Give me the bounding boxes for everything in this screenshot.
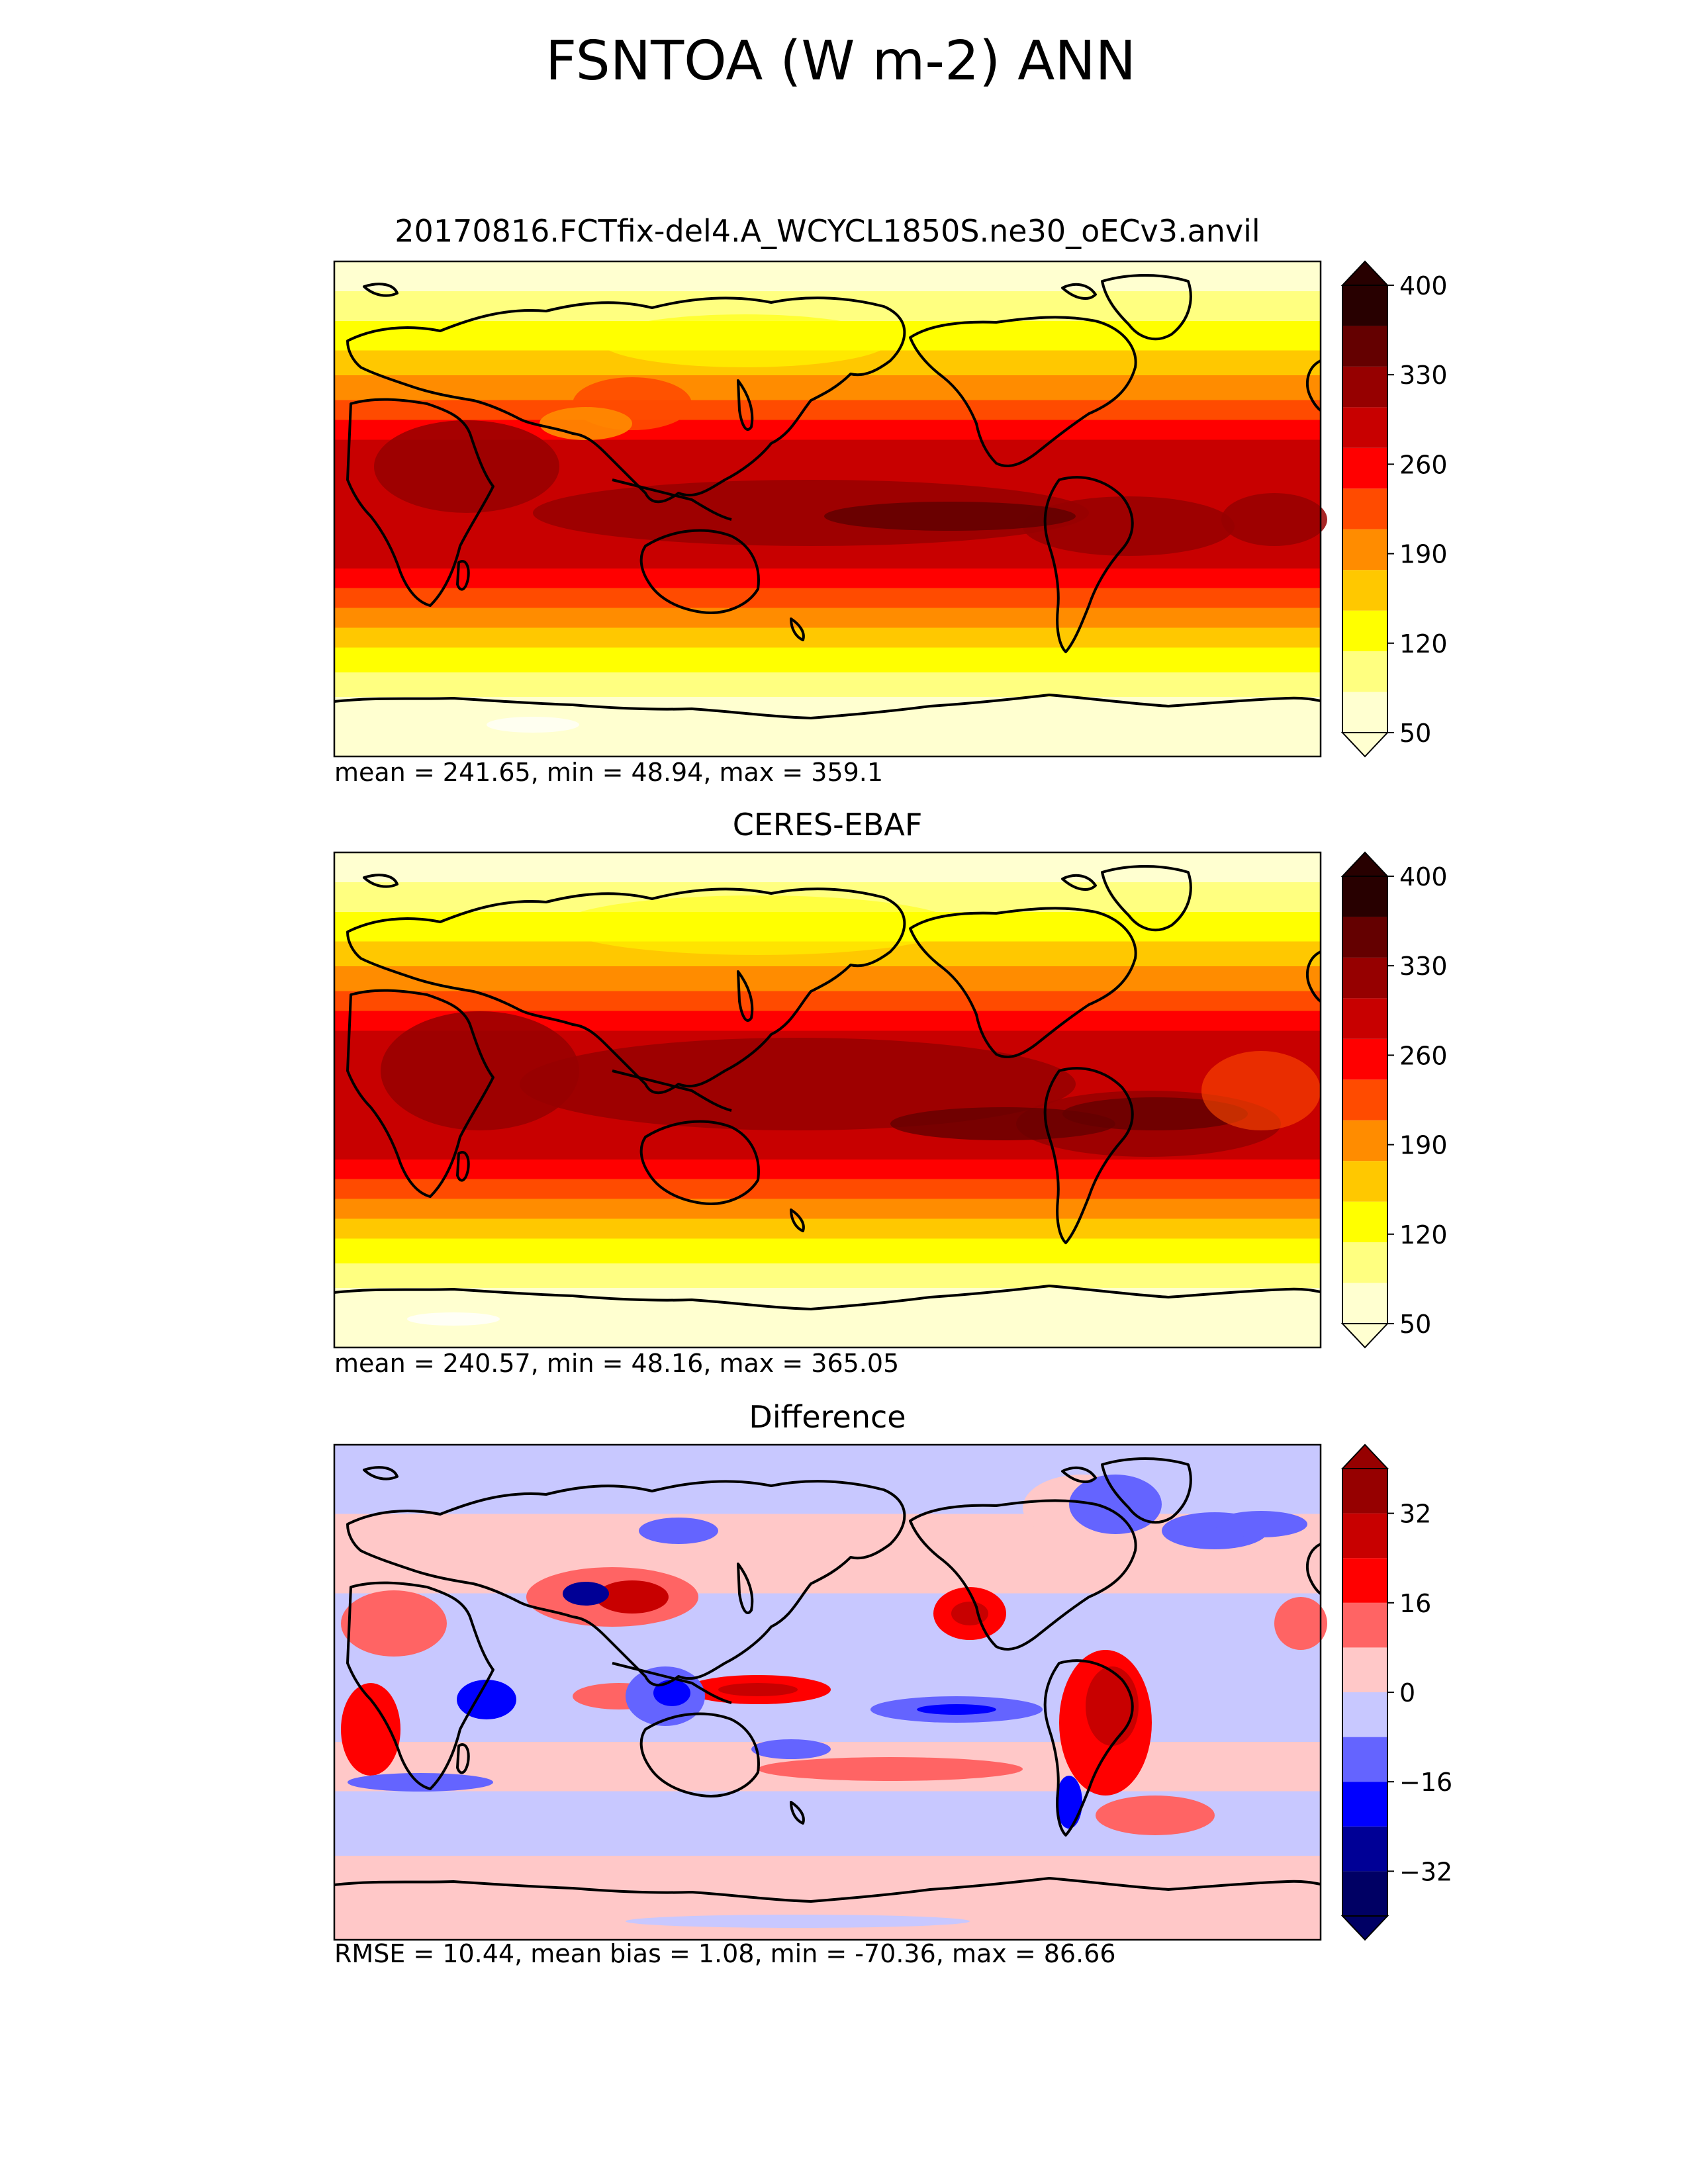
- colorbar-tick-label: −32: [1399, 1857, 1452, 1886]
- panel-difference-title: Difference: [749, 1399, 906, 1435]
- colorbar-band: [1342, 1692, 1387, 1737]
- panel-difference-map: [333, 1443, 1327, 1941]
- colorbar-tick-label: 50: [1399, 1310, 1431, 1339]
- colorbar-band: [1342, 1283, 1387, 1324]
- colorbar-tick-label: 330: [1399, 361, 1448, 390]
- colorbar-band: [1342, 1120, 1387, 1161]
- panel-difference-frame: [333, 1443, 1322, 1941]
- panel-test: 20170816.FCTfix-del4.A_WCYCL1850S.ne30_o…: [333, 213, 1448, 787]
- colorbar-tick-label: 120: [1399, 629, 1448, 659]
- colorbar-band: [1342, 1079, 1387, 1120]
- colorbar-extend-max: [1340, 851, 1389, 877]
- colorbar-tick-label: 16: [1399, 1589, 1431, 1618]
- panel-test-title: 20170816.FCTfix-del4.A_WCYCL1850S.ne30_o…: [395, 213, 1260, 249]
- colorbar-band: [1342, 326, 1387, 367]
- colorbar-extend-min: [1340, 1323, 1389, 1349]
- colorbar-band: [1342, 570, 1387, 611]
- panel-difference: Difference: [333, 1399, 1452, 1968]
- panel-difference-stats: RMSE = 10.44, mean bias = 1.08, min = -7…: [334, 1939, 1116, 1968]
- panel-reference-title: CERES-EBAF: [733, 807, 923, 842]
- colorbar-tick-label: −16: [1399, 1768, 1452, 1797]
- colorbar-band: [1342, 651, 1387, 692]
- panel-test-stats: mean = 241.65, min = 48.94, max = 359.1: [334, 758, 883, 787]
- colorbar-band: [1342, 1161, 1387, 1202]
- colorbar-band: [1342, 447, 1387, 489]
- colorbar-band: [1342, 1558, 1387, 1603]
- figure-title: FSNTOA (W m-2) ANN: [545, 30, 1136, 93]
- panel-reference-map: [333, 851, 1322, 1349]
- colorbar-band: [1342, 529, 1387, 570]
- colorbar-band: [1342, 610, 1387, 652]
- colorbar-band: [1342, 1826, 1387, 1872]
- colorbar-band: [1342, 1242, 1387, 1283]
- colorbar-tick-label: 0: [1399, 1678, 1415, 1707]
- colorbar-extend-max: [1340, 260, 1389, 286]
- colorbar-tick-label: 32: [1399, 1500, 1431, 1529]
- colorbar-band: [1342, 366, 1387, 408]
- colorbar-tick-label: 400: [1399, 862, 1448, 891]
- colorbar-frame: [1342, 876, 1388, 1324]
- panel-difference-features: [341, 1475, 1327, 1928]
- colorbar-band: [1342, 1871, 1387, 1916]
- colorbar-band: [1342, 1602, 1387, 1648]
- colorbar-test: 400 330 260 190 120 50: [1340, 260, 1448, 758]
- colorbar-band: [1342, 1647, 1387, 1692]
- colorbar-band: [1342, 917, 1387, 958]
- colorbar-band: [1342, 1038, 1387, 1080]
- colorbar-band: [1342, 998, 1387, 1039]
- colorbar-band: [1342, 407, 1387, 448]
- colorbar-tick-label: 400: [1399, 271, 1448, 300]
- panel-test-frame: [333, 260, 1322, 758]
- colorbar-band: [1342, 692, 1387, 733]
- colorbar-tick-label: 330: [1399, 952, 1448, 981]
- colorbar-tick-label: 120: [1399, 1220, 1448, 1250]
- colorbar-reference: 400 330 260 190 120 50: [1340, 851, 1448, 1349]
- colorbar-band: [1342, 1469, 1387, 1514]
- colorbar-extend-max: [1340, 1443, 1389, 1469]
- colorbar-band: [1342, 876, 1387, 917]
- panel-test-map: [333, 260, 1327, 758]
- panel-reference-stats: mean = 240.57, min = 48.16, max = 365.05: [334, 1349, 899, 1378]
- panel-reference-frame: [333, 851, 1322, 1349]
- colorbar-band: [1342, 285, 1387, 326]
- colorbar-band: [1342, 1737, 1387, 1782]
- colorbar-band: [1342, 957, 1387, 999]
- colorbar-tick-label: 260: [1399, 1041, 1448, 1070]
- colorbar-tick-label: 50: [1399, 719, 1431, 748]
- colorbar-tick-label: 260: [1399, 450, 1448, 479]
- colorbar-band: [1342, 488, 1387, 529]
- colorbar-band: [1342, 1513, 1387, 1559]
- colorbar-frame: [1342, 285, 1388, 733]
- colorbar-band: [1342, 1782, 1387, 1827]
- panel-reference-features: [381, 895, 1321, 1326]
- panel-reference: CERES-EBAF mean = 240.57, min = 48.16, m…: [333, 807, 1448, 1378]
- colorbar-difference: 32 16 0 −16 −32: [1340, 1443, 1452, 1941]
- colorbar-extend-min: [1340, 732, 1389, 758]
- colorbar-extend-min: [1340, 1915, 1389, 1941]
- colorbar-tick-label: 190: [1399, 1131, 1448, 1160]
- colorbar-tick-label: 190: [1399, 540, 1448, 569]
- colorbar-band: [1342, 1201, 1387, 1243]
